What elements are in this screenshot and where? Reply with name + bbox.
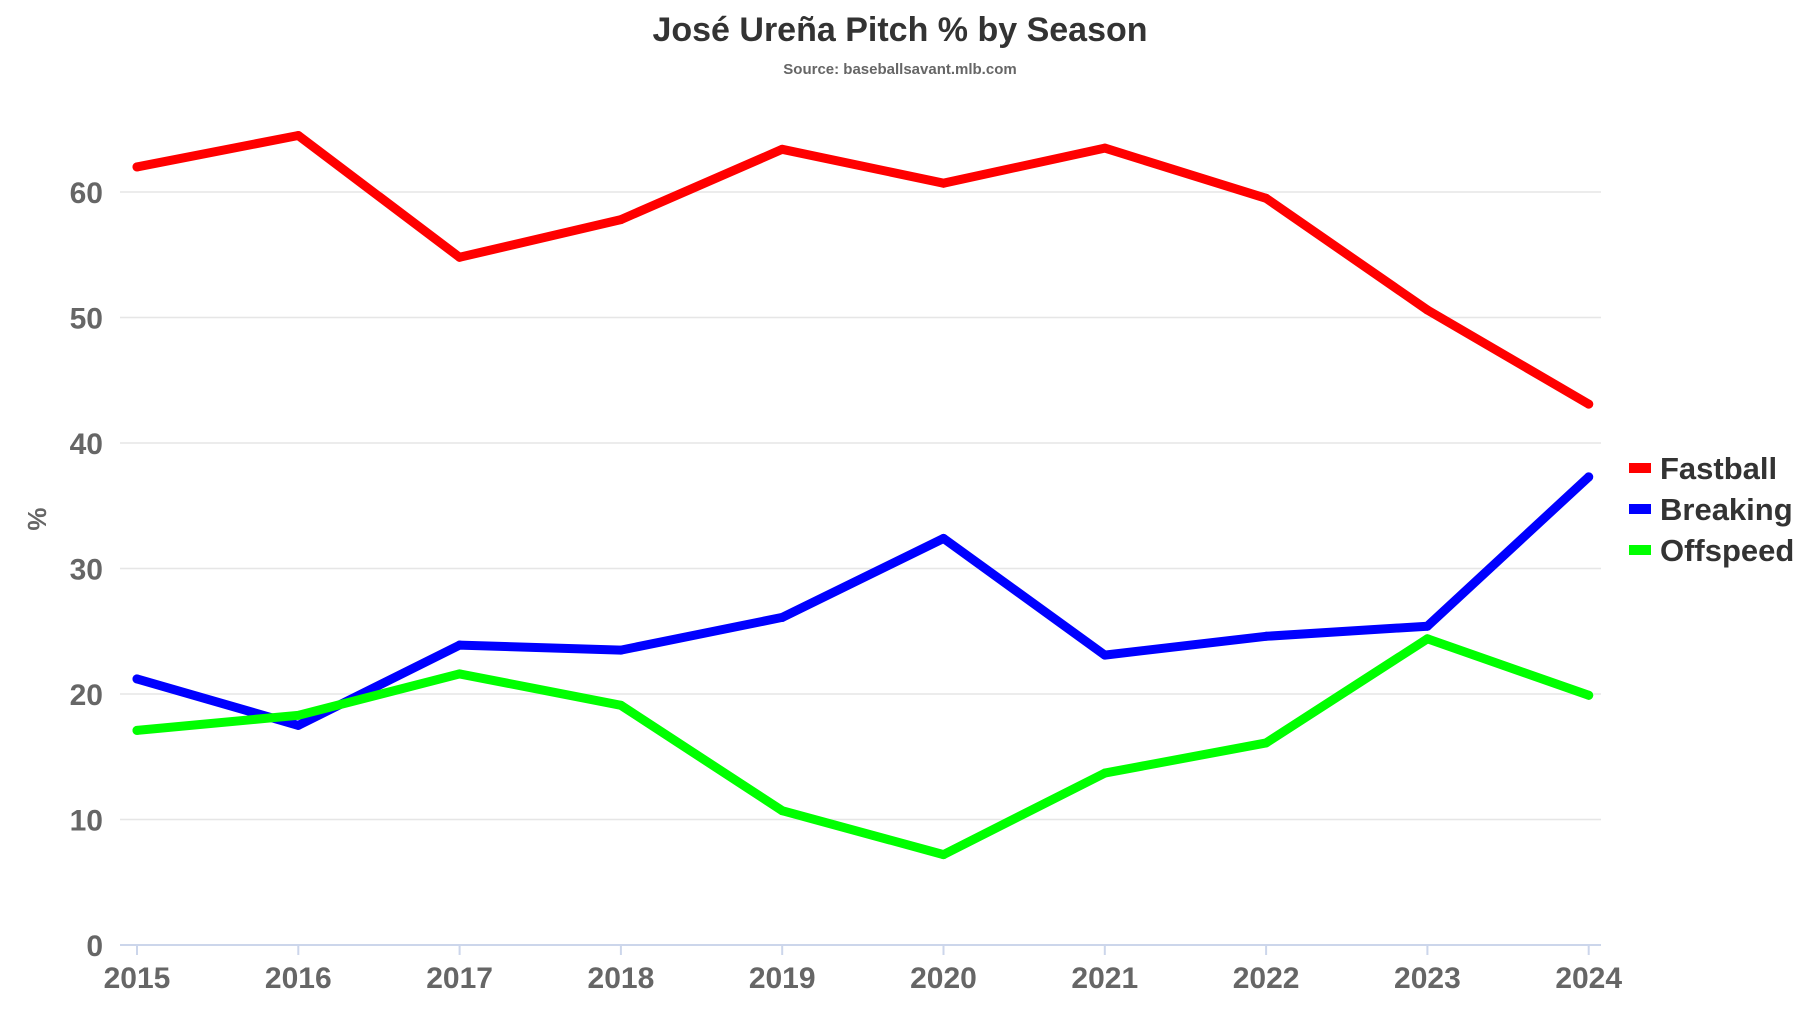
data-point-breaking[interactable]	[939, 533, 948, 543]
legend-item-fastball[interactable]: Fastball	[1629, 451, 1777, 486]
data-point-offspeed[interactable]	[132, 725, 142, 735]
legend-label: Fastball	[1660, 451, 1777, 486]
series-offspeed[interactable]	[132, 634, 1594, 860]
x-tick-label: 2018	[588, 962, 655, 995]
data-point-breaking[interactable]	[132, 674, 142, 684]
legend-swatch	[1629, 463, 1651, 473]
data-point-offspeed[interactable]	[1422, 634, 1432, 644]
data-point-fastball[interactable]	[132, 162, 142, 172]
data-point-breaking[interactable]	[1100, 650, 1110, 660]
x-tick-label: 2020	[910, 962, 977, 995]
legend-swatch	[1629, 545, 1651, 555]
data-point-offspeed[interactable]	[1100, 768, 1110, 778]
series-breaking[interactable]	[132, 472, 1594, 730]
grid-layer	[120, 191, 1601, 821]
y-tick-labels: 0 10 20 30 40 50 60	[70, 177, 103, 963]
data-point-offspeed[interactable]	[616, 700, 626, 710]
x-tick-label: 2019	[749, 962, 816, 995]
data-point-breaking[interactable]	[455, 640, 465, 650]
data-point-fastball[interactable]	[455, 252, 465, 262]
data-point-offspeed[interactable]	[939, 850, 948, 860]
data-point-breaking[interactable]	[1422, 621, 1432, 631]
data-point-offspeed[interactable]	[777, 806, 787, 816]
data-point-breaking[interactable]	[1261, 631, 1271, 641]
x-tick-label: 2022	[1233, 962, 1300, 995]
data-point-fastball[interactable]	[1584, 399, 1594, 409]
x-tick-labels: 2015 2016 2017 2018 2019 2020 2021 2022 2023 2024	[104, 962, 1623, 995]
series-fastball[interactable]	[132, 131, 1594, 409]
chart-subtitle: Source: baseballsavant.mlb.com	[783, 61, 1016, 78]
data-point-offspeed[interactable]	[1584, 690, 1594, 700]
data-point-breaking[interactable]	[1584, 472, 1594, 482]
data-point-breaking[interactable]	[777, 612, 787, 622]
legend[interactable]: Fastball Breaking Offspeed	[1629, 451, 1794, 568]
series-line-breaking[interactable]	[132, 472, 1594, 730]
y-tick-label: 0	[86, 930, 103, 963]
data-point-offspeed[interactable]	[293, 710, 303, 720]
data-point-fastball[interactable]	[293, 131, 303, 141]
legend-swatch	[1629, 504, 1651, 514]
y-tick-label: 50	[70, 303, 103, 336]
legend-label: Breaking	[1660, 492, 1793, 527]
y-tick-label: 10	[70, 805, 103, 838]
legend-item-offspeed[interactable]: Offspeed	[1629, 533, 1794, 568]
series-line-fastball[interactable]	[132, 131, 1594, 409]
x-tick-label: 2015	[104, 962, 171, 995]
axis-layer	[120, 944, 1601, 955]
data-point-fastball[interactable]	[616, 215, 626, 225]
y-axis-label: %	[22, 507, 52, 530]
x-tick-label: 2017	[426, 962, 493, 995]
data-point-fastball[interactable]	[1261, 193, 1271, 203]
data-point-fastball[interactable]	[777, 144, 787, 154]
legend-item-breaking[interactable]: Breaking	[1629, 492, 1793, 527]
x-tick-label: 2016	[265, 962, 332, 995]
data-point-offspeed[interactable]	[1261, 738, 1271, 748]
data-point-breaking[interactable]	[616, 645, 626, 655]
data-point-breaking[interactable]	[293, 720, 303, 730]
series-line-offspeed[interactable]	[132, 634, 1594, 860]
series-layer	[132, 131, 1594, 860]
x-tick-label: 2023	[1394, 962, 1461, 995]
data-point-fastball[interactable]	[1100, 143, 1110, 153]
y-tick-label: 20	[70, 679, 103, 712]
y-tick-label: 30	[70, 554, 103, 587]
x-tick-label: 2024	[1555, 962, 1622, 995]
x-tick-label: 2021	[1071, 962, 1138, 995]
chart-title: José Ureña Pitch % by Season	[652, 11, 1147, 49]
y-tick-label: 60	[70, 177, 103, 210]
data-point-offspeed[interactable]	[455, 669, 465, 679]
data-point-fastball[interactable]	[939, 178, 948, 188]
legend-label: Offspeed	[1660, 533, 1794, 568]
data-point-fastball[interactable]	[1422, 305, 1432, 315]
y-tick-label: 40	[70, 428, 103, 461]
